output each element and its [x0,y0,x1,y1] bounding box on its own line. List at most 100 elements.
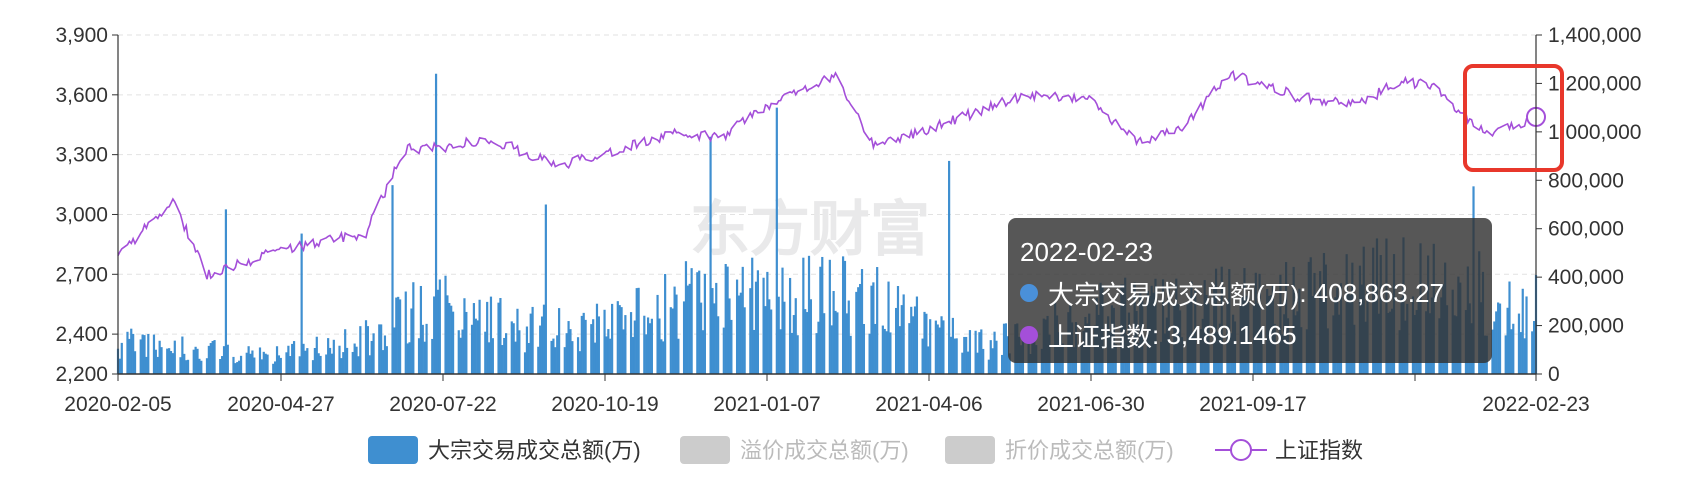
volume-bar-106[interactable] [397,296,400,374]
volume-bar-243[interactable] [762,277,765,374]
volume-bar-285[interactable] [872,282,875,374]
volume-bar-182[interactable] [597,316,600,374]
volume-bar-279[interactable] [857,287,860,374]
volume-bar-186[interactable] [609,338,612,374]
volume-bar-527[interactable] [1512,323,1515,374]
volume-bar-300[interactable] [912,316,915,374]
volume-bar-265[interactable] [819,266,822,374]
volume-bar-150[interactable] [514,341,517,374]
volume-bar-5[interactable] [130,328,133,374]
volume-bar-213[interactable] [682,301,686,374]
volume-bar-529[interactable] [1519,332,1522,374]
volume-bar-325[interactable] [978,332,981,374]
volume-bar-332[interactable] [995,340,998,374]
legend-item-1[interactable]: 溢价成交总额(万) [680,436,909,464]
volume-bar-533[interactable] [1531,331,1534,374]
volume-bar-254[interactable] [790,332,794,374]
volume-bar-196[interactable] [635,288,638,374]
volume-bar-125[interactable] [448,302,451,374]
volume-bar-246[interactable] [768,299,771,374]
volume-bar-252[interactable] [783,301,786,374]
volume-bar-6[interactable] [132,333,135,374]
volume-bar-179[interactable] [592,319,595,374]
volume-bar-312[interactable] [942,320,945,374]
volume-bar-142[interactable] [491,338,494,374]
volume-bar-204[interactable] [658,318,661,374]
volume-bar-171[interactable] [569,329,572,374]
volume-bar-95[interactable] [368,355,371,374]
volume-bar-88[interactable] [351,351,354,374]
volume-bar-38[interactable] [219,359,222,374]
volume-bar-308[interactable] [934,320,937,374]
volume-bar-322[interactable] [968,330,972,374]
volume-bar-188[interactable] [616,301,619,374]
volume-bar-71[interactable] [304,350,307,374]
volume-bar-319[interactable] [963,336,966,374]
volume-bar-261[interactable] [807,255,811,374]
volume-bar-162[interactable] [544,204,547,375]
volume-bar-48[interactable] [245,352,248,374]
volume-bar-336[interactable] [1006,336,1009,374]
volume-bar-178[interactable] [590,324,593,374]
volume-bar-183[interactable] [603,309,606,374]
volume-bar-194[interactable] [631,337,635,374]
volume-bar-256[interactable] [794,298,797,374]
volume-bar-228[interactable] [722,327,725,374]
volume-bar-267[interactable] [823,313,826,374]
volume-bar-83[interactable] [338,345,341,374]
volume-bar-32[interactable] [200,360,203,374]
volume-bar-70[interactable] [302,343,305,374]
volume-bar-75[interactable] [315,336,318,374]
volume-bar-217[interactable] [690,268,693,374]
volume-bar-97[interactable] [372,333,375,374]
volume-bar-215[interactable] [686,285,689,374]
volume-bar-68[interactable] [298,356,301,374]
volume-bar-139[interactable] [486,301,489,374]
volume-bar-193[interactable] [629,312,633,374]
volume-bar-293[interactable] [895,307,898,374]
volume-bar-96[interactable] [370,340,373,374]
volume-bar-110[interactable] [408,342,411,374]
volume-bar-237[interactable] [743,307,746,374]
volume-bar-522[interactable] [1498,303,1502,374]
volume-bar-220[interactable] [700,302,703,374]
volume-bar-14[interactable] [154,349,157,374]
volume-bar-40[interactable] [222,346,226,374]
volume-bar-153[interactable] [523,352,527,374]
volume-bar-155[interactable] [527,343,530,374]
volume-bar-42[interactable] [226,344,229,374]
volume-bar-157[interactable] [531,306,534,374]
volume-bar-122[interactable] [438,279,441,375]
volume-bar-151[interactable] [516,308,519,374]
volume-bar-114[interactable] [419,285,423,374]
volume-bar-169[interactable] [565,333,568,374]
volume-bar-93[interactable] [364,320,368,374]
volume-bar-290[interactable] [885,331,888,374]
volume-bar-263[interactable] [815,333,818,374]
volume-bar-281[interactable] [860,269,864,374]
volume-bar-172[interactable] [571,341,574,374]
volume-bar-12[interactable] [147,333,150,374]
volume-bar-47[interactable] [239,355,243,374]
volume-bar-29[interactable] [194,346,197,374]
volume-bar-187[interactable] [611,303,614,374]
volume-bar-264[interactable] [817,321,820,374]
volume-bar-335[interactable] [1004,323,1008,374]
volume-bar-2[interactable] [120,342,123,374]
volume-bar-11[interactable] [145,356,148,374]
volume-bar-26[interactable] [185,360,188,374]
volume-bar-302[interactable] [915,296,919,374]
volume-bar-190[interactable] [620,307,623,374]
volume-bar-170[interactable] [567,321,570,374]
volume-bar-202[interactable] [650,318,653,374]
volume-bar-160[interactable] [540,316,544,374]
volume-bar-282[interactable] [862,324,866,374]
volume-bar-19[interactable] [168,348,171,374]
volume-bar-197[interactable] [637,287,640,374]
volume-bar-30[interactable] [196,348,199,374]
volume-bar-158[interactable] [537,346,540,374]
volume-bar-303[interactable] [921,338,924,374]
volume-bar-152[interactable] [518,330,521,374]
volume-bar-180[interactable] [593,342,597,374]
volume-bar-44[interactable] [234,363,237,374]
